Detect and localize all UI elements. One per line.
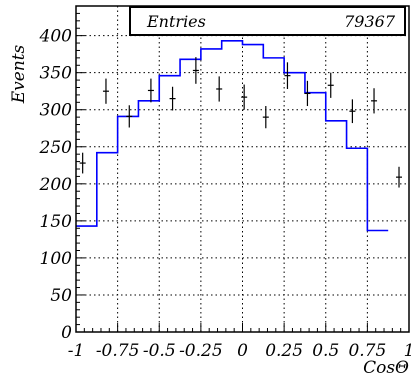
y-tick-label: 0 (61, 323, 72, 343)
x-tick-label: -0.25 (179, 341, 223, 361)
data-point (371, 88, 378, 114)
x-tick-label: -0.75 (96, 341, 140, 361)
histogram-series (76, 40, 389, 232)
axis-ticks (75, 5, 410, 333)
data-point (147, 78, 154, 103)
y-tick-label: 350 (40, 64, 73, 84)
data-point (126, 105, 133, 128)
data-point (79, 152, 86, 174)
x-tick-label: 0.25 (265, 341, 303, 361)
y-tick-label: 150 (40, 212, 73, 232)
y-axis-title: Events (9, 44, 29, 104)
x-tick-label: 0.5 (312, 341, 339, 361)
stats-box-label: Entries (146, 12, 206, 31)
data-point (192, 57, 199, 84)
data-point (284, 62, 291, 89)
data-point (102, 78, 109, 104)
data-point (327, 72, 334, 98)
data-point (216, 76, 223, 102)
data-point (349, 99, 356, 124)
axis-tick-labels: -1 -0.75-0.5-0.25 0 0.25 0.5 0.75 1 0 50 100 150 20… (39, 27, 411, 361)
data-point (396, 166, 403, 188)
y-tick-label: 100 (40, 249, 73, 269)
stats-box: Entries 79367 (129, 6, 406, 36)
x-tick-label: -1 (68, 341, 85, 361)
x-axis-title: CosΘ (363, 358, 409, 378)
data-point (241, 84, 248, 110)
x-tick-label: -0.5 (143, 341, 176, 361)
stats-box-value: 79367 (344, 12, 396, 31)
data-point (304, 80, 311, 107)
y-tick-label: 400 (39, 27, 73, 47)
y-tick-label: 50 (50, 286, 72, 306)
data-point (262, 106, 269, 129)
x-tick-label: 1 (404, 341, 411, 361)
histogram-line (76, 40, 389, 232)
y-tick-label: 200 (39, 175, 73, 195)
data-points-series (79, 57, 403, 188)
y-tick-label: 300 (40, 101, 73, 121)
data-point (169, 86, 176, 111)
stats-box-frame (129, 6, 406, 36)
x-tick-label: 0.75 (348, 341, 386, 361)
y-tick-label: 250 (39, 138, 73, 158)
x-tick-label: 0 (237, 341, 248, 361)
